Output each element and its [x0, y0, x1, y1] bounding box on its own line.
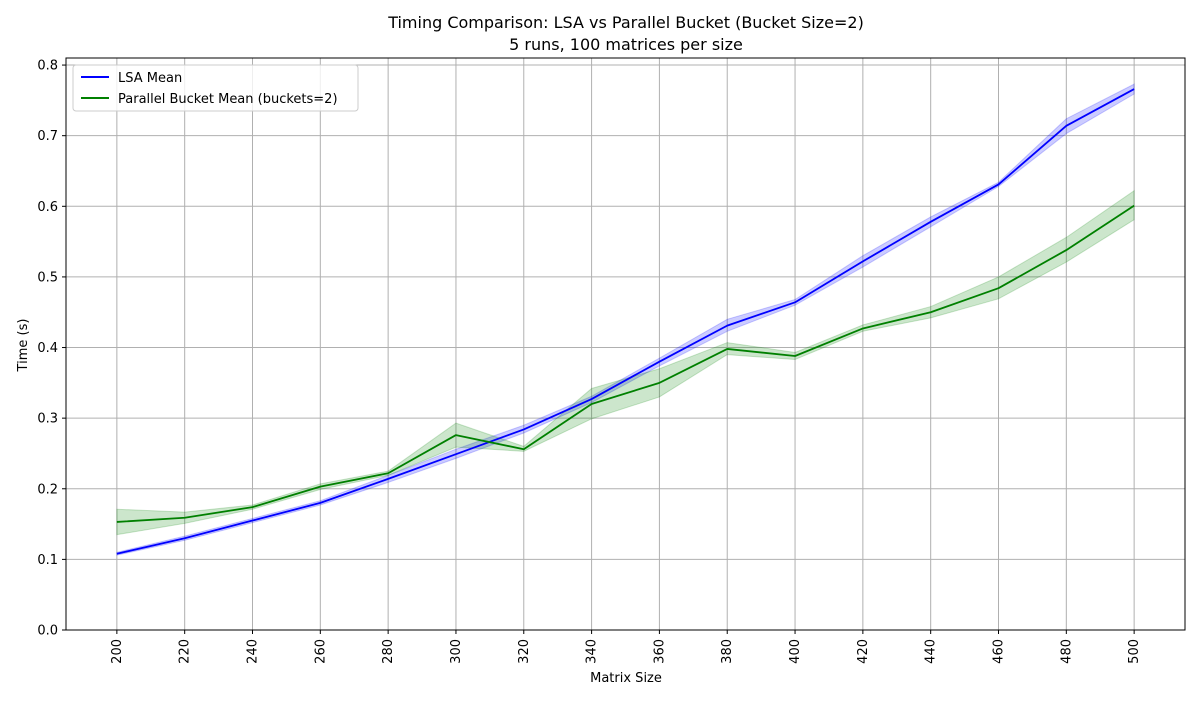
y-tick-label: 0.1 [37, 553, 58, 568]
x-tick-label: 400 [788, 639, 803, 664]
x-tick-label: 280 [381, 639, 396, 664]
x-tick-label: 440 [924, 639, 939, 664]
band-lsa [116, 83, 1135, 556]
x-tick-label: 240 [246, 639, 261, 664]
legend-label-parallel-bucket: Parallel Bucket Mean (buckets=2) [118, 92, 338, 107]
x-tick-label: 340 [585, 639, 600, 664]
y-tick-label: 0.2 [37, 482, 58, 497]
series-lines [116, 88, 1135, 555]
x-tick-label: 460 [992, 639, 1007, 664]
confidence-bands [116, 83, 1135, 556]
legend-label-lsa: LSA Mean [118, 71, 182, 86]
x-tick-label: 420 [856, 639, 871, 664]
band-parallel-bucket [116, 189, 1135, 536]
x-tick-label: 220 [178, 639, 193, 664]
chart-title: Timing Comparison: LSA vs Parallel Bucke… [387, 13, 864, 32]
x-tick-label: 320 [517, 639, 532, 664]
x-tick-label: 360 [652, 639, 667, 664]
y-tick-label: 0.3 [37, 412, 58, 427]
x-axis-label: Matrix Size [590, 671, 662, 686]
x-tick-label: 260 [313, 639, 328, 664]
y-tick-label: 0.6 [37, 200, 58, 215]
y-tick-label: 0.8 [37, 59, 58, 74]
y-tick-label: 0.5 [37, 270, 58, 285]
y-tick-label: 0.4 [37, 341, 58, 356]
grid [66, 58, 1185, 631]
axis-ticks: 200 220 240 260 280 300 320 340 360 380 400 420 440 4… [37, 59, 1142, 664]
x-tick-label: 200 [110, 639, 125, 664]
legend-box [72, 64, 359, 112]
x-tick-label: 300 [449, 639, 464, 664]
x-tick-label: 500 [1127, 639, 1142, 664]
chart-subtitle: 5 runs, 100 matrices per size [509, 35, 743, 54]
series-line-parallel-bucket [116, 204, 1135, 523]
legend: LSA Mean Parallel Bucket Mean (buckets=2… [72, 64, 359, 112]
plot-frame [65, 57, 1186, 631]
y-tick-label: 0.7 [37, 129, 58, 144]
y-tick-label: 0.0 [37, 624, 58, 639]
x-tick-label: 380 [720, 639, 735, 664]
y-axis-label: Time (s) [16, 319, 31, 373]
series-line-lsa [116, 88, 1135, 555]
x-tick-label: 480 [1059, 639, 1074, 664]
